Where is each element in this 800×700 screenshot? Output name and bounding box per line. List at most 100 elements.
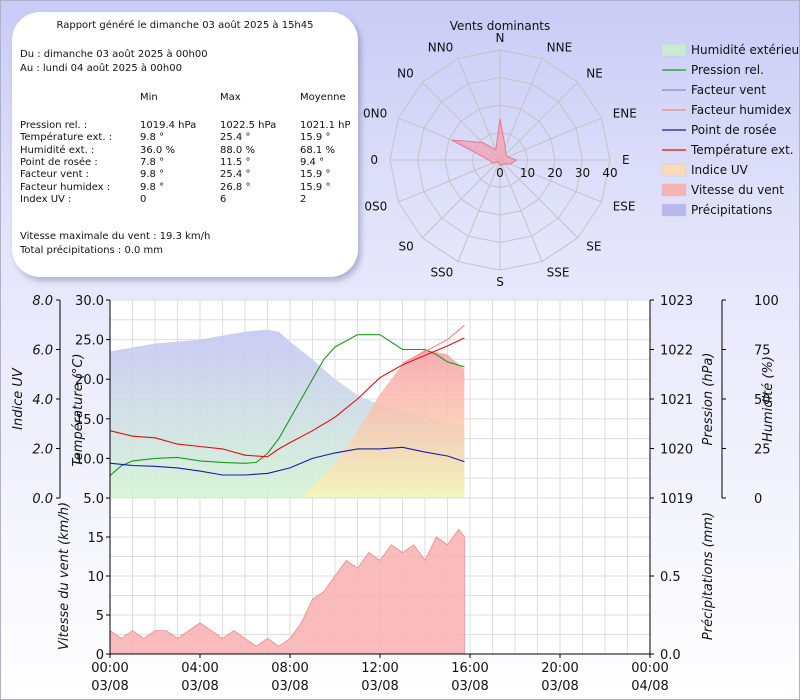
x-tick-date: 03/08	[361, 679, 398, 694]
summary-avg-2: 68.1 %	[300, 144, 335, 156]
report-from: Du : dimanche 03 août 2025 à 00h00	[20, 49, 208, 60]
x-tick-date: 03/08	[541, 679, 578, 694]
rain-axis-title: Précipitations (mm)	[701, 512, 716, 640]
radar-spoke	[499, 159, 579, 239]
area-wind-speed	[109, 528, 465, 655]
radar-direction-label: 0	[370, 153, 378, 167]
radar-spoke	[457, 58, 501, 161]
radar-ring-label: 40	[602, 166, 617, 180]
x-tick-time: 20:00	[541, 661, 578, 676]
radar-direction-label: ESE	[613, 200, 636, 214]
radar-direction-label: N	[496, 31, 505, 45]
summary-min-6: 0	[140, 193, 147, 205]
radar-ring-label: 10	[520, 166, 535, 180]
x-tick-time: 16:00	[451, 661, 488, 676]
legend-label: Vitesse du vent	[691, 183, 784, 197]
radar-spoke	[499, 81, 579, 161]
summary-avg-5: 15.9 °	[300, 181, 331, 193]
temp-axis-title: Température (°C)	[71, 353, 86, 466]
legend-label: Température ext.	[690, 143, 794, 157]
wind-rain-chart: 0 5 10 15 Vitesse du vent (km/h) 0.0 0.5 Précip…	[57, 497, 716, 694]
temp-tick-label: 20.0	[75, 373, 104, 388]
header-average: Moyenne	[300, 92, 346, 103]
rain-tick-label: 0.5	[660, 570, 681, 585]
header-min: Min	[140, 92, 158, 103]
radar-ring-label: 20	[547, 166, 562, 180]
legend-label: Pression rel.	[691, 63, 764, 77]
x-tick-date: 03/08	[451, 679, 488, 694]
legend-label: Facteur humidex	[691, 103, 791, 117]
radar-wind-area	[451, 118, 518, 167]
summary-label-3: Point de rosée :	[20, 156, 98, 168]
temp-tick-label: 5.0	[83, 492, 104, 507]
radar-direction-label: NNE	[547, 40, 573, 54]
line-facteur-humidex	[402, 324, 465, 364]
area-indice-uv	[110, 349, 465, 498]
radar-spoke	[499, 159, 543, 262]
legend-label: Point de rosée	[691, 123, 776, 137]
radar-title: Vents dominants	[450, 19, 551, 33]
summary-max-6: 6	[220, 193, 227, 205]
legend-label: Indice UV	[691, 163, 749, 177]
radar-ring-label: 30	[575, 166, 590, 180]
report-summary-panel: Rapport généré le dimanche 03 août 2025 …	[12, 12, 358, 277]
pressure-tick-label: 1020	[660, 443, 693, 458]
pressure-tick-label: 1021	[660, 393, 693, 408]
radar-direction-label: SSE	[547, 266, 570, 280]
summary-avg-0: 1021.1 hPa	[300, 120, 350, 131]
total-rain-text: Total précipitations : 0.0 mm	[20, 245, 164, 256]
radar-direction-label: S0	[398, 239, 413, 253]
radar-direction-label: SE	[586, 239, 601, 253]
humidity-tick-label: 100	[754, 294, 779, 309]
radar-spoke	[499, 159, 602, 203]
humidity-tick-label: 25	[754, 443, 771, 458]
summary-min-4: 9.8 °	[140, 169, 165, 181]
humidity-tick-label: 75	[754, 344, 771, 359]
rain-tick-label: 0.0	[660, 648, 681, 663]
radar-direction-label: NN0	[428, 40, 454, 54]
summary-label-1: Température ext. :	[20, 132, 113, 144]
summary-min-1: 9.8 °	[140, 132, 165, 144]
report-to: Au : lundi 04 août 2025 à 00h00	[20, 63, 182, 74]
pressure-tick-label: 1022	[660, 344, 693, 359]
summary-avg-1: 15.9 °	[300, 132, 331, 144]
header-max: Max	[220, 92, 241, 103]
wind-tick-label: 5	[96, 609, 104, 624]
temp-tick-label: 25.0	[75, 334, 104, 349]
line-temp-rature-ext-	[109, 337, 465, 458]
legend-swatch	[661, 203, 687, 217]
pressure-axis-title: Pression (hPa)	[701, 353, 716, 446]
legend-swatch	[661, 183, 687, 197]
temp-tick-label: 15.0	[75, 413, 104, 428]
summary-max-4: 25.4 °	[220, 169, 251, 181]
x-tick-date: 03/08	[181, 679, 218, 694]
x-tick-date: 04/08	[631, 679, 668, 694]
x-tick-time: 04:00	[181, 661, 218, 676]
summary-avg-6: 2	[300, 193, 307, 205]
humidity-axis-title: Humidité (%)	[761, 356, 776, 442]
radar-direction-label: 0S0	[364, 200, 387, 214]
radar-spoke	[499, 117, 602, 161]
uv-tick-label: 2.0	[32, 443, 53, 458]
humidity-tick-label: 0	[754, 492, 762, 507]
radar-direction-label: ENE	[613, 106, 637, 120]
x-tick-date: 03/08	[91, 679, 128, 694]
line-point-de-ros-e	[109, 446, 465, 476]
pressure-tick-label: 1023	[660, 294, 693, 309]
chart-legend: Humidité extérieure Pression rel. Facteur …	[661, 43, 800, 217]
radar-direction-label: SS0	[430, 266, 453, 280]
x-tick-date: 03/08	[271, 679, 308, 694]
wind-axis-title: Vitesse du vent (km/h)	[57, 502, 72, 650]
radar-direction-label: E	[622, 153, 630, 167]
radar-direction-label: 0N0	[363, 106, 387, 120]
uv-axis-title: Indice UV	[11, 367, 26, 430]
summary-max-0: 1022.5 hPa	[220, 120, 277, 131]
radar-direction-label: N0	[397, 67, 414, 81]
humidity-tick-label: 50	[754, 393, 771, 408]
summary-label-0: Pression rel. :	[20, 120, 88, 131]
temp-tick-label: 30.0	[75, 294, 104, 309]
radar-spoke	[499, 58, 543, 161]
line-pression-rel-	[109, 334, 465, 477]
summary-max-3: 11.5 °	[220, 156, 251, 168]
